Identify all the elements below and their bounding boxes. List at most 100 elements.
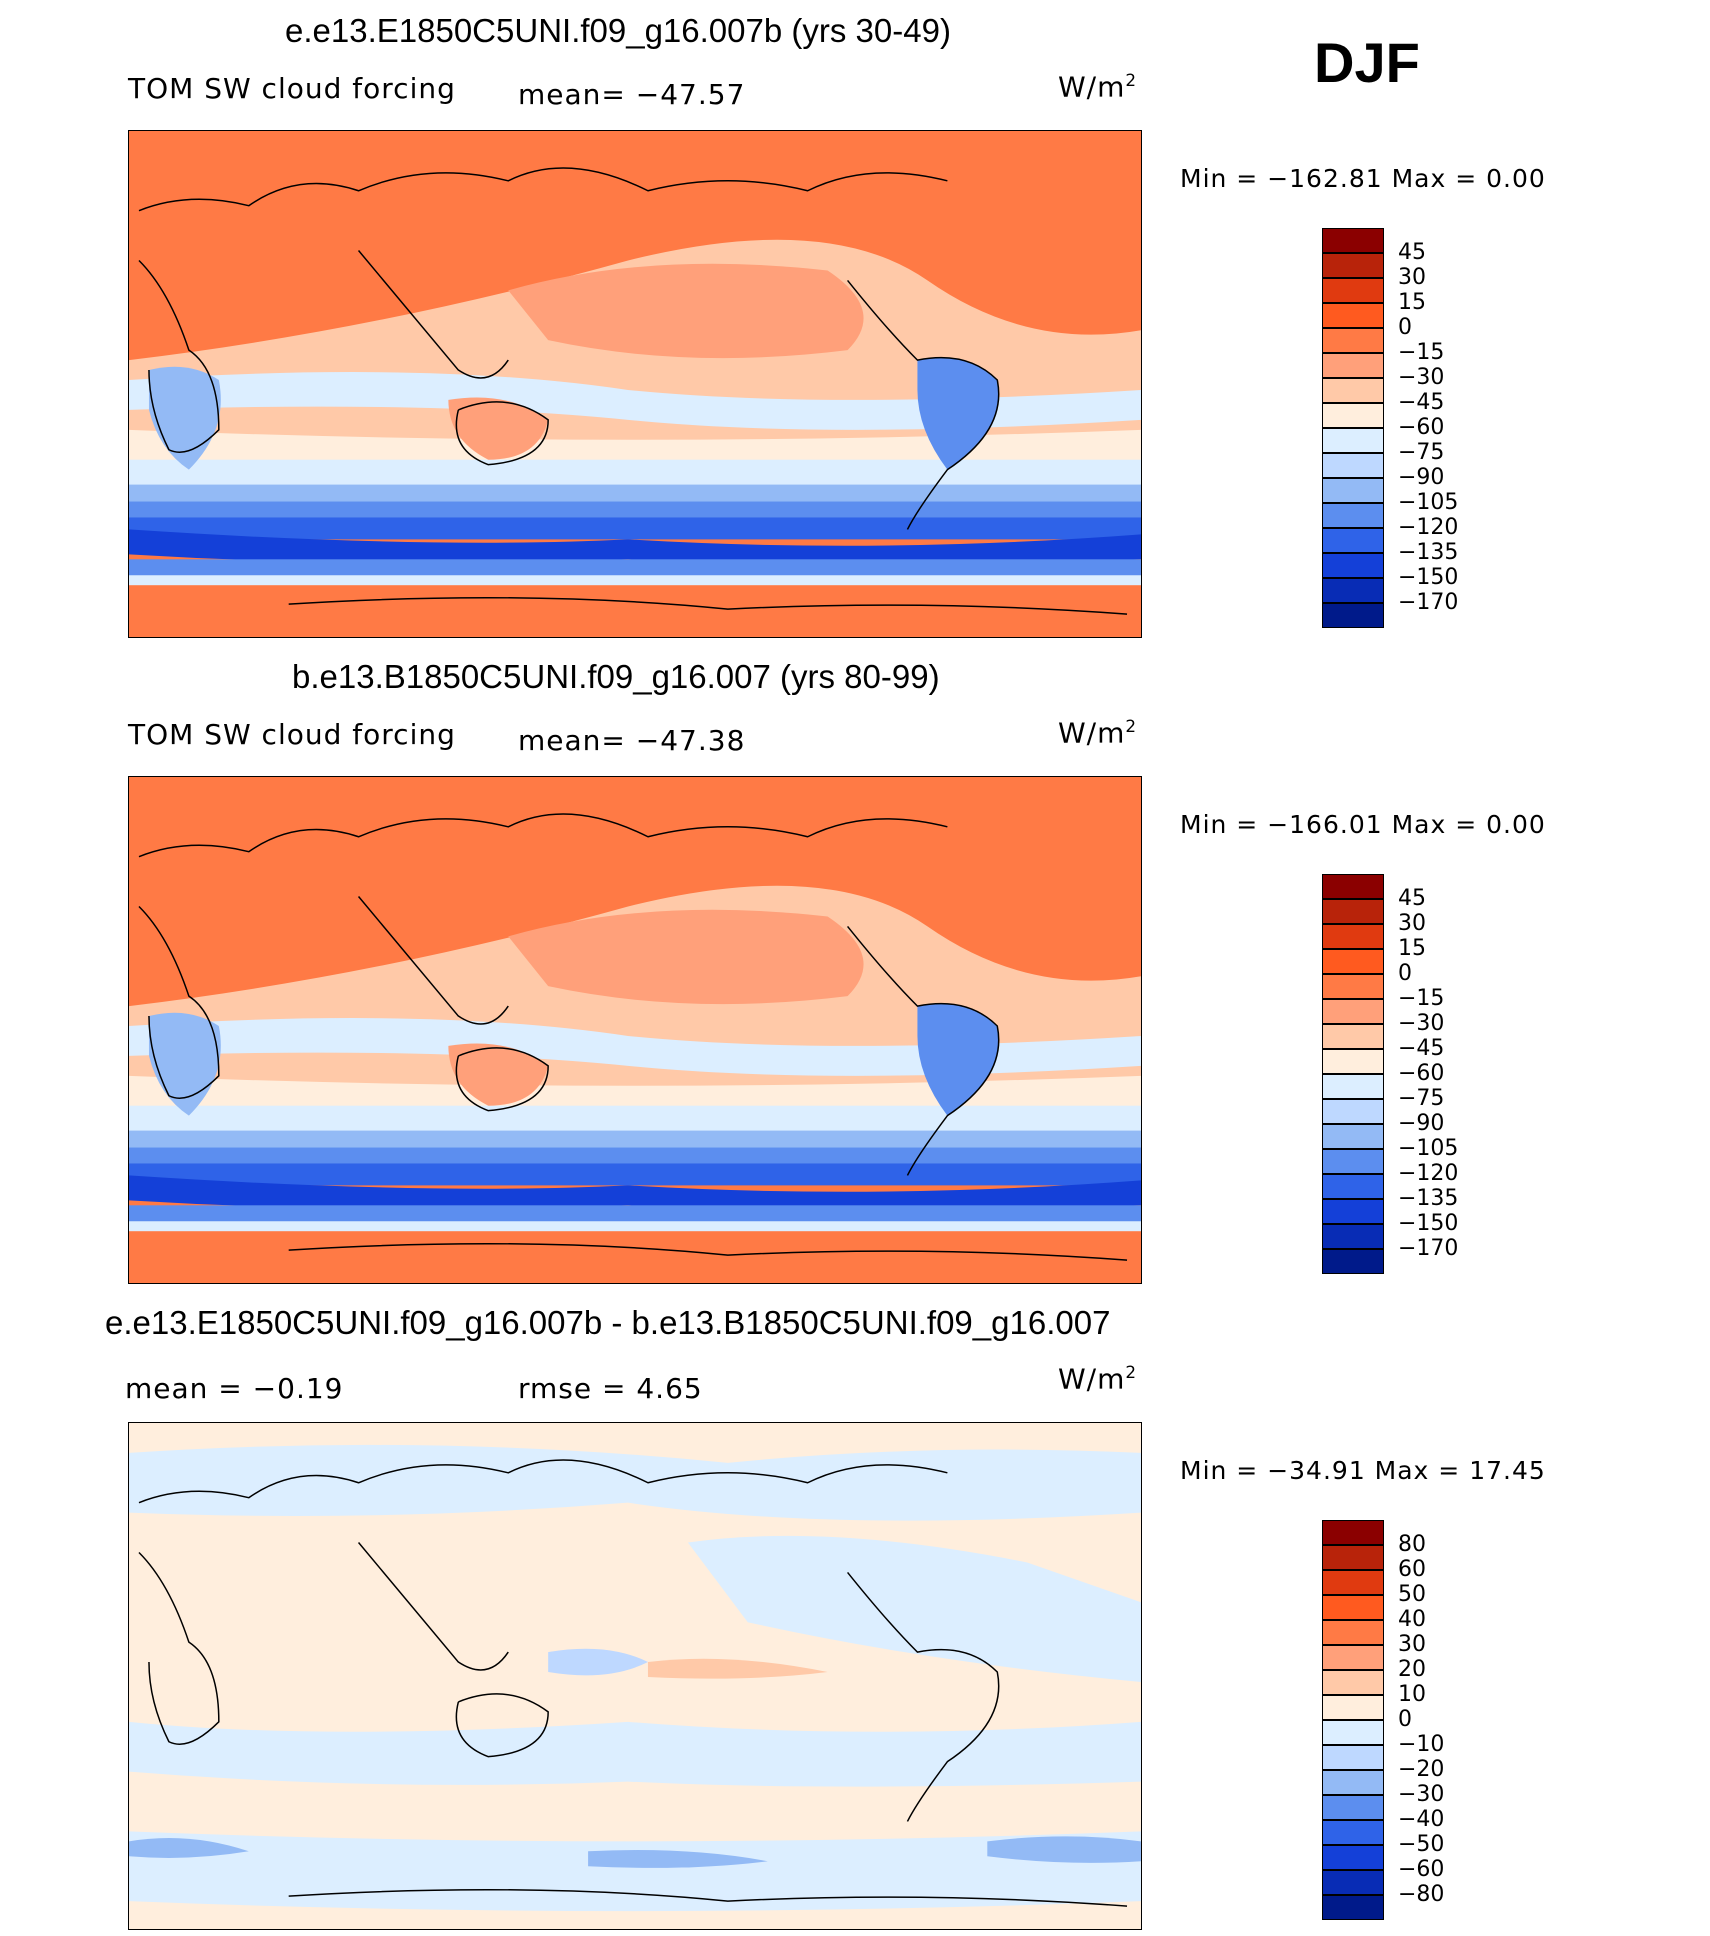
colorbar-tick-label: 80 [1398,1532,1426,1557]
colorbar-tick-label: 40 [1398,1607,1426,1632]
panel-3-units: W/m2 [1058,1362,1138,1396]
colorbar-swatch [1322,1124,1384,1149]
colorbar-tick-label: −135 [1398,1186,1459,1211]
colorbar-tick-label: −90 [1398,465,1445,490]
colorbar-tick-label: −60 [1398,1857,1445,1882]
colorbar-swatch [1322,1049,1384,1074]
season-label: DJF [1314,31,1420,94]
colorbar-swatch [1322,578,1384,603]
colorbar-swatch [1322,1224,1384,1249]
colorbar-swatch [1322,328,1384,353]
panel-3-title: e.e13.E1850C5UNI.f09_g16.007b - b.e13.B1… [105,1304,1111,1341]
colorbar-tick-label: −45 [1398,390,1445,415]
panel-3-map [128,1422,1142,1930]
colorbar-swatch [1322,1520,1384,1545]
colorbar-swatch [1322,1670,1384,1695]
colorbar-swatch [1322,478,1384,503]
colorbar-tick-label: 10 [1398,1682,1426,1707]
panel-2-mean: mean= −47.38 [518,724,746,757]
colorbar-tick-label: 50 [1398,1582,1426,1607]
colorbar-swatch [1322,1770,1384,1795]
colorbar-swatch [1322,378,1384,403]
colorbar-swatch [1322,1074,1384,1099]
colorbar-swatch [1322,1545,1384,1570]
colorbar-swatch [1322,553,1384,578]
colorbar-swatch [1322,949,1384,974]
panel-2-title: b.e13.B1850C5UNI.f09_g16.007 (yrs 80-99) [292,658,940,695]
colorbar-tick-label: −30 [1398,1011,1445,1036]
panel-3-colorbar: 80 60 50 40 30 20 10 0 −10 −20 −30 −40 −50 −60 −80 [1322,1520,1444,1922]
colorbar-swatch [1322,1174,1384,1199]
panel-3-rmse: rmse = 4.65 [518,1372,703,1405]
colorbar-swatch [1322,1249,1384,1274]
colorbar-swatch [1322,1099,1384,1124]
colorbar-swatch [1322,228,1384,253]
panel-2-variable: TOM SW cloud forcing [128,718,456,751]
colorbar-swatch [1322,603,1384,628]
colorbar-tick-label: −120 [1398,515,1459,540]
colorbar-tick-label: 0 [1398,961,1412,986]
colorbar-tick-label: 15 [1398,290,1426,315]
colorbar-swatch [1322,1795,1384,1820]
colorbar-swatch [1322,303,1384,328]
colorbar-swatch [1322,253,1384,278]
colorbar-tick-label: −60 [1398,415,1445,440]
colorbar-swatch [1322,353,1384,378]
panel-1-variable: TOM SW cloud forcing [128,72,456,105]
colorbar-swatch [1322,1620,1384,1645]
colorbar-tick-label: −60 [1398,1061,1445,1086]
colorbar-swatch [1322,1695,1384,1720]
colorbar-tick-label: 45 [1398,886,1426,911]
colorbar-tick-label: −30 [1398,1782,1445,1807]
colorbar-tick-label: −45 [1398,1036,1445,1061]
colorbar-tick-label: −50 [1398,1832,1445,1857]
colorbar-tick-label: 30 [1398,911,1426,936]
panel-1-map [128,130,1142,638]
panel-3-mean: mean = −0.19 [125,1372,344,1405]
panel-1-units: W/m2 [1058,70,1138,104]
panel-2-map [128,776,1142,1284]
colorbar-swatch [1322,1845,1384,1870]
colorbar-swatch [1322,924,1384,949]
colorbar-swatch [1322,1199,1384,1224]
colorbar-tick-label: −75 [1398,440,1445,465]
panel-1-minmax: Min = −162.81 Max = 0.00 [1180,164,1546,193]
colorbar-swatch [1322,1745,1384,1770]
colorbar-swatch [1322,1595,1384,1620]
colorbar-swatch [1322,1149,1384,1174]
colorbar-swatch [1322,999,1384,1024]
colorbar-tick-label: −150 [1398,1211,1459,1236]
colorbar-swatch [1322,899,1384,924]
colorbar-swatch [1322,974,1384,999]
colorbar-tick-label: −15 [1398,340,1445,365]
colorbar-tick-label: −20 [1398,1757,1445,1782]
colorbar-swatch [1322,1870,1384,1895]
colorbar-tick-label: −90 [1398,1111,1445,1136]
colorbar-swatch [1322,453,1384,478]
panel-1-mean: mean= −47.57 [518,78,746,111]
colorbar-tick-label: 60 [1398,1557,1426,1582]
colorbar-swatch [1322,278,1384,303]
colorbar-tick-label: 30 [1398,1632,1426,1657]
colorbar-tick-label: −170 [1398,590,1459,615]
colorbar-tick-label: 15 [1398,936,1426,961]
colorbar-swatch [1322,1895,1384,1920]
panel-2-units: W/m2 [1058,716,1138,750]
colorbar-tick-label: −170 [1398,1236,1459,1261]
colorbar-tick-label: −30 [1398,365,1445,390]
colorbar-tick-label: 30 [1398,265,1426,290]
colorbar-swatch [1322,403,1384,428]
colorbar-tick-label: −120 [1398,1161,1459,1186]
colorbar-tick-label: −105 [1398,490,1459,515]
colorbar-tick-label: −150 [1398,565,1459,590]
colorbar-tick-label: 45 [1398,240,1426,265]
colorbar-swatch [1322,1720,1384,1745]
colorbar-swatch [1322,874,1384,899]
colorbar-tick-label: −105 [1398,1136,1459,1161]
colorbar-swatch [1322,503,1384,528]
colorbar-tick-label: 20 [1398,1657,1426,1682]
panel-3-minmax: Min = −34.91 Max = 17.45 [1180,1456,1546,1485]
colorbar-swatch [1322,1570,1384,1595]
colorbar-swatch [1322,1024,1384,1049]
colorbar-tick-label: −75 [1398,1086,1445,1111]
